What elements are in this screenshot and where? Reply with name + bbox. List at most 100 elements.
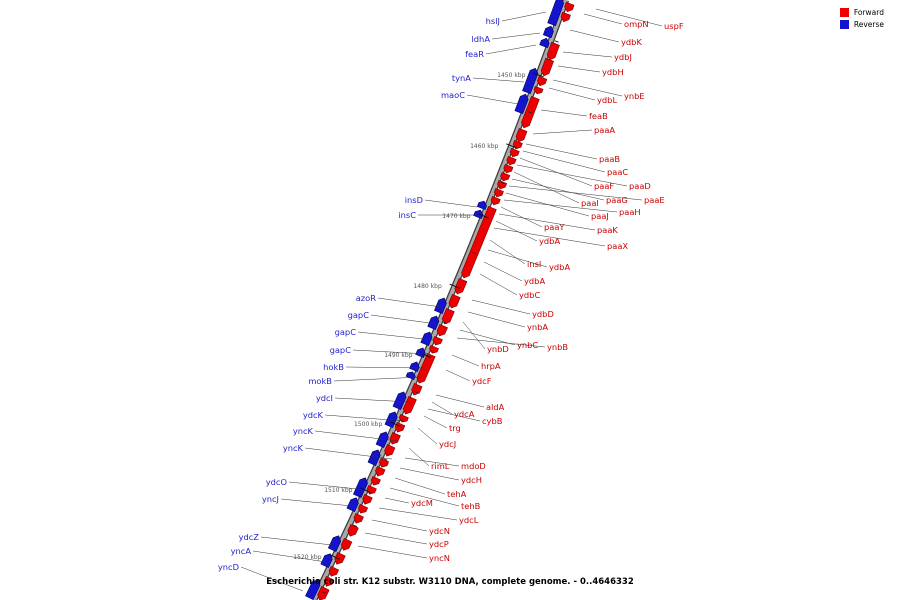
forward-gene-label: paaE	[644, 195, 665, 205]
gene-label-line	[389, 487, 460, 507]
forward-gene-label: ydbA	[524, 276, 545, 286]
reverse-gene-label: ydcI	[316, 393, 333, 403]
forward-gene-label: uspF	[664, 21, 684, 31]
gene-label-line	[384, 497, 410, 504]
reverse-gene-label: azoR	[356, 293, 377, 303]
ruler-tick	[506, 143, 517, 149]
gene-label-line	[569, 29, 620, 43]
reverse-gene-label: ldhA	[471, 34, 490, 44]
reverse-gene-label: yncK	[283, 443, 304, 453]
forward-gene-feature	[512, 140, 523, 150]
ruler-tick-label: 1470 kbp	[442, 213, 470, 220]
reverse-gene-label: yncJ	[262, 494, 279, 504]
forward-gene-feature	[536, 76, 548, 87]
forward-gene-label: ydcF	[472, 376, 492, 386]
forward-gene-label: feaB	[589, 111, 608, 121]
forward-gene-label: ydbL	[597, 95, 617, 105]
gene-label-line	[260, 536, 333, 546]
forward-gene-label: ydcN	[429, 526, 450, 536]
reverse-gene-feature	[392, 391, 407, 410]
gene-label-line	[493, 227, 606, 247]
forward-gene-feature	[461, 206, 497, 279]
gene-label-line	[511, 178, 605, 201]
reverse-gene-label: yncD	[218, 562, 239, 572]
forward-gene-feature	[429, 345, 439, 354]
genome-backbone	[312, 0, 568, 600]
gene-label-line	[459, 329, 516, 346]
gene-label-line	[522, 150, 606, 173]
reverse-gene-feature	[539, 37, 550, 49]
forward-gene-feature	[375, 466, 386, 477]
ruler-tick	[449, 283, 461, 289]
reverse-gene-label: yncA	[231, 546, 252, 556]
ruler-tick-label: 1460 kbp	[470, 143, 498, 150]
forward-gene-feature	[378, 458, 390, 468]
reverse-gene-label: insC	[398, 210, 416, 220]
forward-gene-feature	[347, 523, 359, 537]
reverse-gene-feature	[415, 347, 426, 358]
reverse-gene-label: insD	[405, 195, 423, 205]
gene-label-line	[485, 44, 537, 55]
forward-gene-feature	[370, 476, 381, 486]
reverse-gene-feature	[542, 25, 554, 39]
forward-gene-feature	[323, 575, 335, 587]
forward-gene-label: hrpA	[481, 361, 501, 371]
gene-label-line	[595, 8, 663, 27]
forward-gene-label: ynbD	[487, 344, 509, 354]
forward-gene-feature	[357, 504, 369, 514]
ruler-minor-tick	[500, 181, 505, 185]
forward-gene-label: ydcJ	[439, 439, 456, 449]
forward-gene-feature	[564, 1, 575, 13]
gene-label-line	[532, 129, 593, 135]
forward-gene-feature	[340, 537, 353, 551]
reverse-gene-feature	[427, 315, 440, 330]
gene-label-line	[498, 213, 596, 231]
ruler-minor-tick	[443, 321, 448, 325]
ruler-minor-tick	[554, 40, 559, 43]
gene-label-line	[491, 32, 541, 40]
reverse-gene-label: hslJ	[486, 16, 500, 26]
forward-gene-label: ydbD	[532, 309, 554, 319]
forward-gene-feature	[398, 414, 409, 423]
gene-label-line	[394, 477, 446, 495]
forward-gene-label: paaJ	[591, 211, 609, 221]
forward-gene-feature	[317, 585, 330, 600]
gene-label-line	[334, 397, 411, 403]
reverse-gene-label: gapC	[335, 327, 357, 337]
forward-gene-label: paaG	[606, 195, 628, 205]
forward-gene-label: tehB	[461, 501, 481, 511]
gene-label-line	[562, 51, 613, 58]
gene-label-line	[548, 87, 596, 101]
forward-gene-label: ydbJ	[614, 52, 632, 62]
forward-gene-label: ynbA	[527, 322, 548, 332]
reverse-gene-feature	[327, 535, 342, 552]
reverse-gene-feature	[375, 431, 389, 448]
gene-label-line	[377, 297, 442, 308]
forward-gene-label: rimL	[431, 461, 450, 471]
forward-gene-feature	[394, 422, 406, 433]
forward-gene-label: ydbH	[602, 67, 624, 77]
forward-gene-label: ynbB	[547, 342, 568, 352]
reverse-gene-label: maoC	[441, 90, 465, 100]
reverse-gene-label: ydcO	[266, 477, 288, 487]
ruler-minor-tick	[413, 390, 418, 394]
reverse-gene-label: feaR	[465, 49, 484, 59]
ruler-minor-tick	[383, 458, 388, 461]
forward-gene-feature	[497, 180, 508, 190]
forward-gene-label: ydbA	[539, 236, 560, 246]
reverse-gene-feature	[353, 477, 368, 498]
forward-gene-label: paaD	[629, 181, 651, 191]
forward-gene-feature	[546, 41, 560, 61]
reverse-gene-label: yncK	[293, 426, 314, 436]
gene-label-line	[519, 157, 593, 187]
reverse-gene-feature	[405, 371, 416, 380]
forward-gene-label: paaX	[607, 241, 628, 251]
reverse-gene-feature	[420, 331, 433, 346]
reverse-gene-feature	[547, 0, 565, 27]
gene-label-line	[304, 447, 393, 460]
gene-label-line	[404, 457, 460, 467]
gene-label-line	[423, 415, 448, 429]
gene-label-line	[445, 369, 471, 382]
reverse-gene-label: hokB	[323, 362, 344, 372]
